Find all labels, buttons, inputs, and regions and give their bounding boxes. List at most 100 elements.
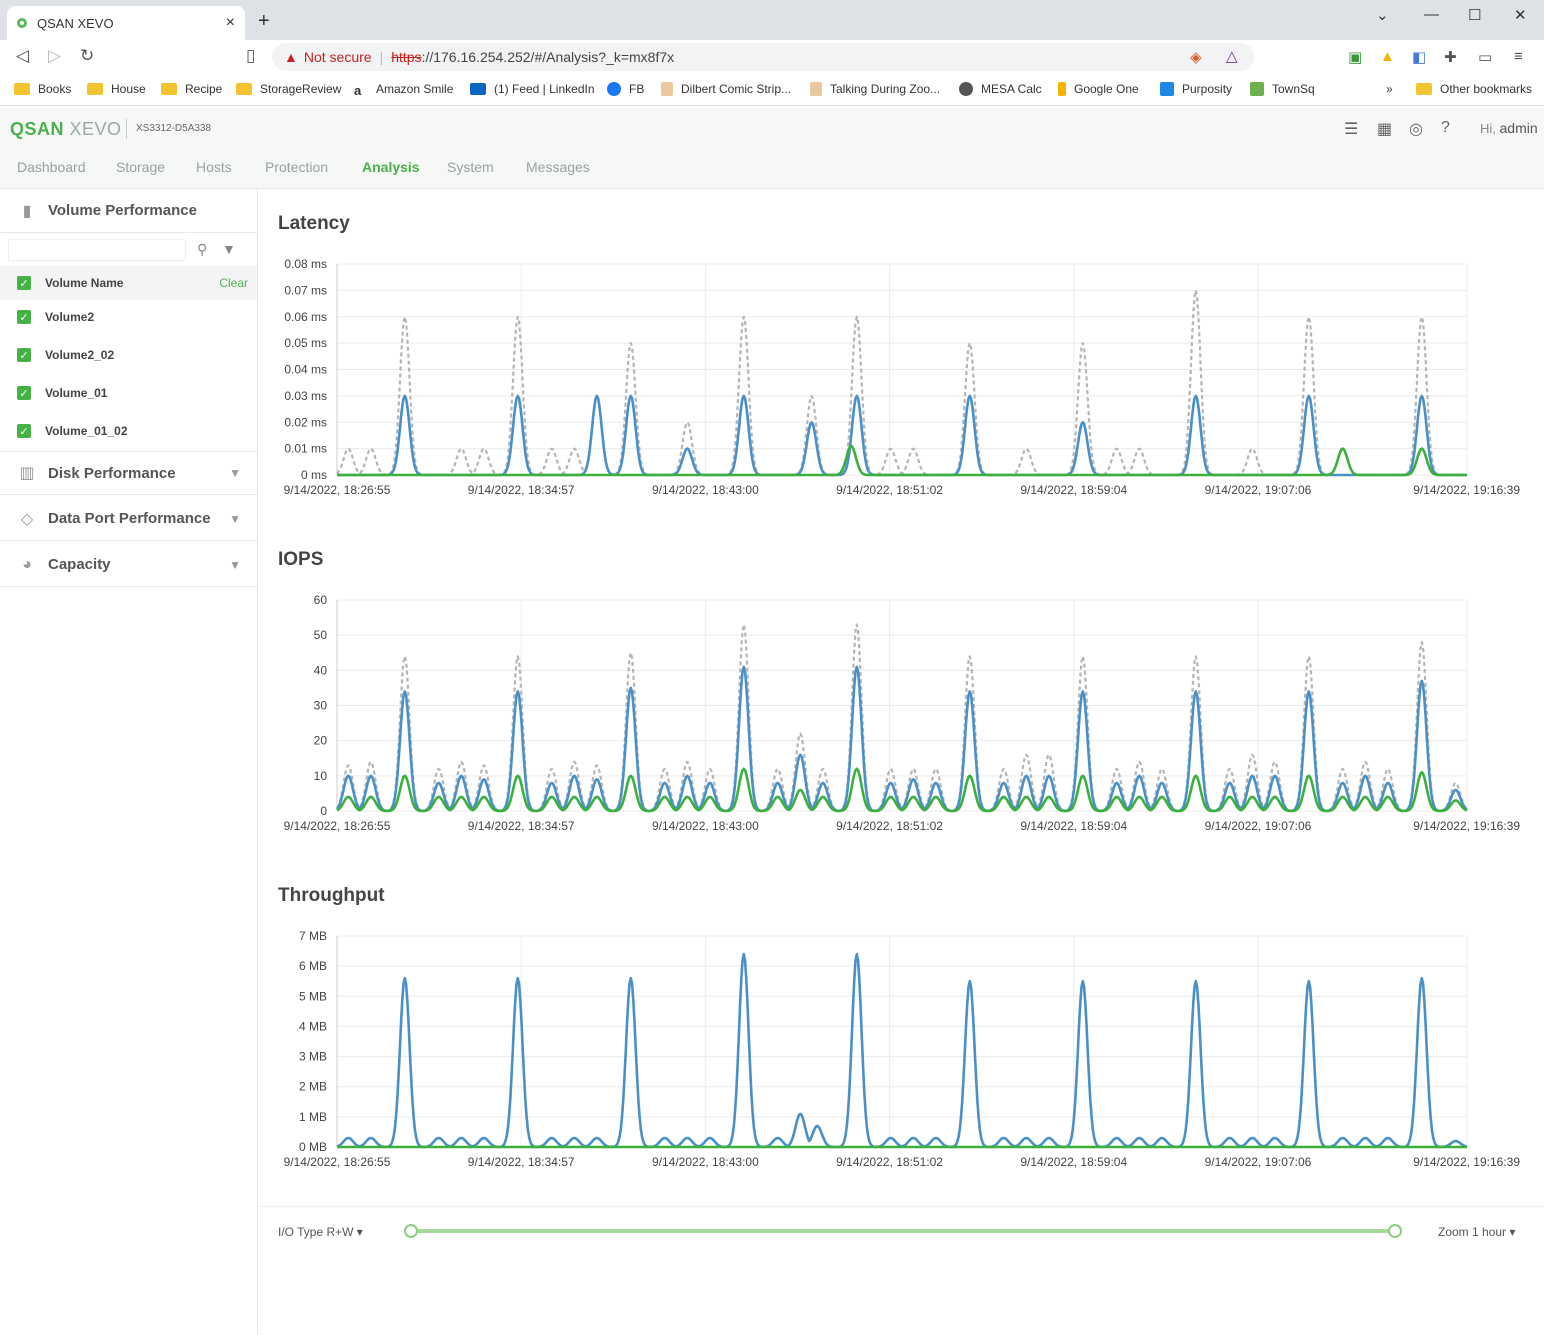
slider-start-handle[interactable] bbox=[404, 1224, 418, 1238]
address-bar[interactable]: ▲ Not secure | https ://176.16.254.252/#… bbox=[272, 43, 1254, 71]
select-all-checkbox[interactable]: ✓ bbox=[17, 276, 31, 290]
section-disk-performance[interactable]: ▥ Disk Performance ▼ bbox=[0, 451, 257, 495]
bookmark-label: Other bookmarks bbox=[1440, 82, 1533, 96]
bookmark-mesa-calc[interactable]: MESA Calc bbox=[959, 82, 1042, 96]
volume-checkbox[interactable]: ✓ bbox=[17, 386, 31, 400]
reload-icon[interactable]: ↻ bbox=[80, 46, 95, 65]
brave-rewards-icon[interactable]: △ bbox=[1226, 48, 1238, 65]
section-volume-performance[interactable]: ▮ Volume Performance bbox=[0, 189, 257, 233]
folder-icon bbox=[1416, 83, 1432, 95]
volume-checkbox[interactable]: ✓ bbox=[17, 424, 31, 438]
filter-icon[interactable]: ▼ bbox=[222, 241, 236, 257]
wallet-icon[interactable]: ▭ bbox=[1478, 49, 1493, 66]
nav-protection[interactable]: Protection bbox=[265, 159, 329, 175]
nav-messages[interactable]: Messages bbox=[526, 159, 590, 175]
purposity-icon bbox=[1160, 82, 1174, 96]
y-tick-label: 0 bbox=[320, 804, 327, 818]
x-tick-label: 9/14/2022, 18:26:55 bbox=[284, 1155, 391, 1169]
volume-row[interactable]: ✓ Volume2 bbox=[0, 300, 257, 334]
extensions-puzzle-icon[interactable]: ✚ bbox=[1444, 49, 1457, 66]
x-tick-label: 9/14/2022, 19:07:06 bbox=[1205, 483, 1312, 497]
url-protocol: https bbox=[391, 49, 422, 65]
nav-system[interactable]: System bbox=[447, 159, 494, 175]
filter-settings-icon[interactable]: ☰ bbox=[1344, 121, 1359, 138]
x-tick-label: 9/14/2022, 18:51:02 bbox=[836, 819, 943, 833]
zoom-dropdown[interactable]: Zoom 1 hour ▾ bbox=[1438, 1225, 1516, 1239]
chevron-down-icon: ▼ bbox=[229, 557, 241, 572]
bookmark-google-one[interactable]: Google One bbox=[1058, 82, 1139, 96]
nav-dashboard[interactable]: Dashboard bbox=[17, 159, 86, 175]
bookmark-page-icon[interactable]: ▯ bbox=[246, 46, 256, 65]
menu-icon[interactable]: ≡ bbox=[1514, 48, 1523, 65]
tab-close-icon[interactable]: × bbox=[225, 14, 235, 31]
y-tick-label: 5 MB bbox=[299, 989, 327, 1003]
search-icon[interactable]: ⚲ bbox=[197, 241, 208, 257]
bookmark-amazon-smile[interactable]: a Amazon Smile bbox=[354, 82, 453, 98]
bookmark-books[interactable]: Books bbox=[14, 82, 71, 96]
y-tick-label: 3 MB bbox=[299, 1050, 327, 1064]
bookmark-dilbert[interactable]: Dilbert Comic Strip... bbox=[661, 82, 791, 96]
time-range-slider[interactable] bbox=[411, 1229, 1395, 1233]
bookmark-purposity[interactable]: Purposity bbox=[1160, 82, 1232, 96]
pie-chart-icon: ◕ bbox=[22, 555, 32, 573]
volume-name: Volume_01_02 bbox=[45, 424, 128, 438]
back-icon[interactable]: ◁ bbox=[16, 46, 30, 65]
user-greeting[interactable]: Hi, admin bbox=[1480, 120, 1538, 136]
browser-tab[interactable]: QSAN XEVO × bbox=[7, 6, 245, 40]
y-tick-label: 1 MB bbox=[299, 1110, 327, 1124]
section-label: Data Port Performance bbox=[48, 510, 211, 527]
bookmark-townsq[interactable]: TownSq bbox=[1250, 82, 1315, 96]
bookmark-house[interactable]: House bbox=[87, 82, 146, 96]
bookmark-talking-during-zoom[interactable]: Talking During Zoo... bbox=[810, 82, 940, 96]
globe-language-icon[interactable]: ◎ bbox=[1409, 121, 1423, 138]
forward-icon[interactable]: ▷ bbox=[48, 46, 62, 65]
grid-apps-icon[interactable]: ▦ bbox=[1377, 121, 1393, 138]
nav-storage[interactable]: Storage bbox=[116, 159, 166, 175]
bookmark-label: TownSq bbox=[1272, 82, 1315, 96]
section-capacity[interactable]: ◕ Capacity ▼ bbox=[0, 543, 257, 587]
volume-header-row: ✓ Volume Name Clear bbox=[0, 266, 257, 300]
google-one-icon bbox=[1058, 82, 1066, 96]
bookmark-linkedin[interactable]: (1) Feed | LinkedIn bbox=[470, 82, 595, 96]
not-secure-label: Not secure bbox=[303, 49, 372, 65]
bookmark-fb[interactable]: FB bbox=[607, 82, 644, 96]
google-drive-icon[interactable]: ▲ bbox=[1380, 48, 1395, 65]
nav-hosts[interactable]: Hosts bbox=[196, 159, 232, 175]
series-line-dashed-gray bbox=[336, 289, 1467, 477]
x-tick-label: 9/14/2022, 18:26:55 bbox=[284, 819, 391, 833]
more-bookmarks-label: » bbox=[1386, 82, 1393, 96]
io-type-dropdown[interactable]: I/O Type R+W ▾ bbox=[278, 1225, 363, 1239]
y-tick-label: 7 MB bbox=[299, 929, 327, 943]
series-line-solid-green bbox=[336, 767, 1468, 813]
volume-checkbox[interactable]: ✓ bbox=[17, 348, 31, 362]
maximize-icon[interactable]: ☐ bbox=[1468, 7, 1482, 24]
volume-search-input[interactable] bbox=[8, 239, 186, 261]
volume-row[interactable]: ✓ Volume_01 bbox=[0, 376, 257, 410]
more-bookmarks-button[interactable]: » bbox=[1386, 82, 1393, 96]
y-tick-label: 4 MB bbox=[299, 1019, 327, 1033]
minimize-icon[interactable]: — bbox=[1424, 6, 1439, 23]
bookmark-other[interactable]: Other bookmarks bbox=[1416, 82, 1532, 96]
bar-chart-icon: ▮ bbox=[22, 202, 32, 220]
help-icon[interactable]: ? bbox=[1441, 119, 1450, 136]
bookmark-recipe[interactable]: Recipe bbox=[161, 82, 222, 96]
nav-analysis[interactable]: Analysis bbox=[362, 159, 420, 175]
logo-main: QSAN bbox=[10, 119, 65, 139]
new-tab-button[interactable]: + bbox=[258, 10, 270, 32]
qsan-logo[interactable]: QSAN XEVO bbox=[10, 119, 122, 140]
volume-row[interactable]: ✓ Volume_01_02 bbox=[0, 414, 257, 448]
bookmark-storagereview[interactable]: StorageReview bbox=[236, 82, 341, 96]
x-tick-label: 9/14/2022, 18:43:00 bbox=[652, 819, 759, 833]
window-close-icon[interactable]: ✕ bbox=[1514, 7, 1527, 24]
translate-icon[interactable]: ◧ bbox=[1412, 49, 1427, 66]
volume-row[interactable]: ✓ Volume2_02 bbox=[0, 338, 257, 372]
brave-shield-icon[interactable]: ◈ bbox=[1190, 49, 1202, 66]
tab-search-icon[interactable]: ⌄ bbox=[1376, 7, 1389, 24]
volume-checkbox[interactable]: ✓ bbox=[17, 310, 31, 324]
extension-icon[interactable]: ▣ bbox=[1348, 49, 1363, 66]
section-data-port-performance[interactable]: ◇ Data Port Performance ▼ bbox=[0, 497, 257, 541]
clear-button[interactable]: Clear bbox=[219, 276, 248, 290]
amazon-icon: a bbox=[354, 83, 362, 98]
slider-end-handle[interactable] bbox=[1388, 1224, 1402, 1238]
x-tick-label: 9/14/2022, 18:26:55 bbox=[284, 483, 391, 497]
